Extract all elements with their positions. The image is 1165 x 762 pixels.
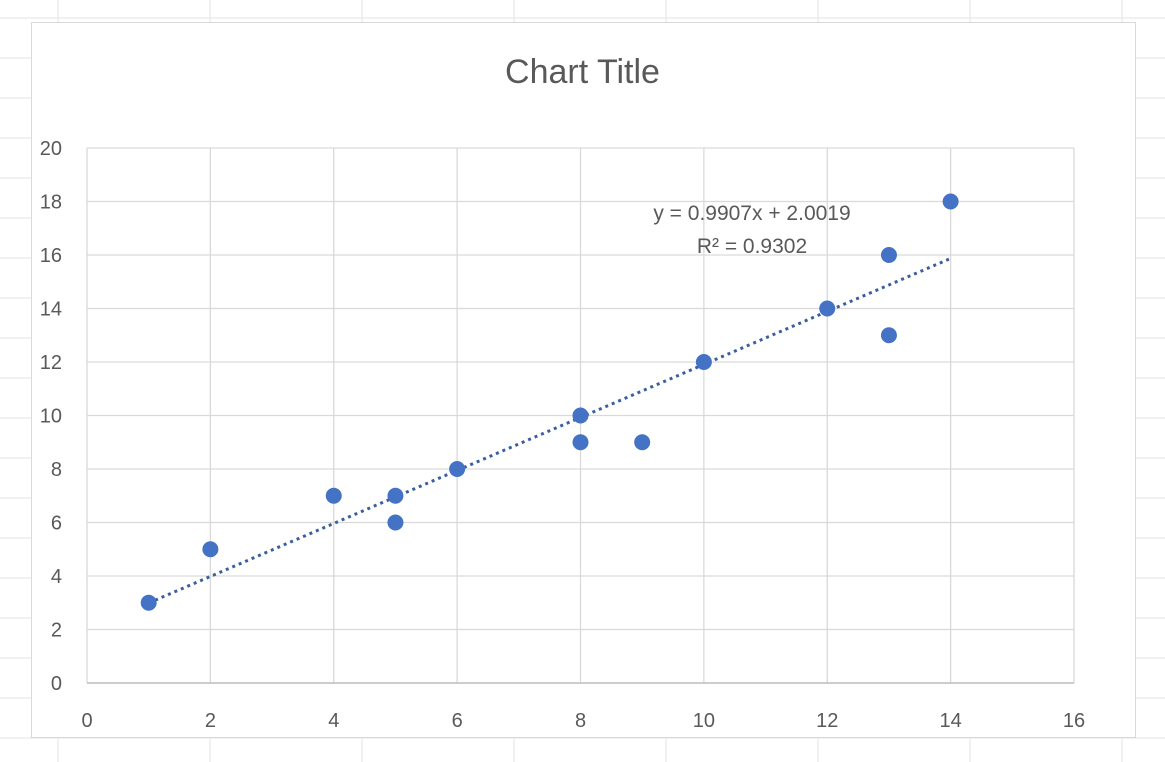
chart-title[interactable]: Chart Title [505, 53, 660, 91]
data-point[interactable] [880, 327, 897, 344]
y-tick-label: 14 [40, 299, 62, 321]
y-tick-label: 16 [40, 245, 62, 267]
y-tick-label: 6 [51, 513, 62, 535]
data-point[interactable] [387, 514, 404, 531]
x-tick-label: 12 [816, 710, 838, 732]
y-tick-label: 8 [51, 459, 62, 481]
y-tick-label: 10 [40, 406, 62, 428]
x-tick-label: 4 [328, 710, 339, 732]
x-tick-label: 10 [693, 710, 715, 732]
data-point[interactable] [572, 434, 589, 451]
data-point[interactable] [942, 193, 959, 210]
y-tick-label: 2 [51, 620, 62, 642]
data-point[interactable] [695, 354, 712, 370]
data-point[interactable] [387, 487, 404, 504]
x-tick-label: 0 [81, 710, 92, 732]
chart-area[interactable] [31, 22, 1136, 738]
x-tick-label: 8 [575, 710, 586, 732]
y-tick-label: 4 [51, 566, 62, 588]
data-point[interactable] [202, 541, 219, 558]
x-tick-label: 2 [205, 710, 216, 732]
data-point[interactable] [572, 407, 589, 424]
y-tick-label: 18 [40, 192, 62, 214]
data-point[interactable] [634, 434, 651, 451]
data-point[interactable] [449, 461, 466, 477]
data-point[interactable] [880, 247, 897, 263]
x-tick-label: 6 [452, 710, 463, 732]
data-point[interactable] [819, 300, 836, 317]
x-tick-label: 16 [1063, 710, 1085, 732]
y-tick-label: 20 [40, 138, 62, 160]
y-tick-label: 0 [51, 673, 62, 695]
x-tick-label: 14 [940, 710, 962, 732]
trendline-r-squared[interactable]: R² = 0.9302 [697, 235, 807, 258]
data-point[interactable] [140, 594, 157, 611]
trendline-equation[interactable]: y = 0.9907x + 2.0019 [653, 202, 850, 225]
y-tick-label: 12 [40, 352, 62, 374]
linear-trendline[interactable] [148, 257, 952, 605]
data-point[interactable] [325, 487, 342, 504]
